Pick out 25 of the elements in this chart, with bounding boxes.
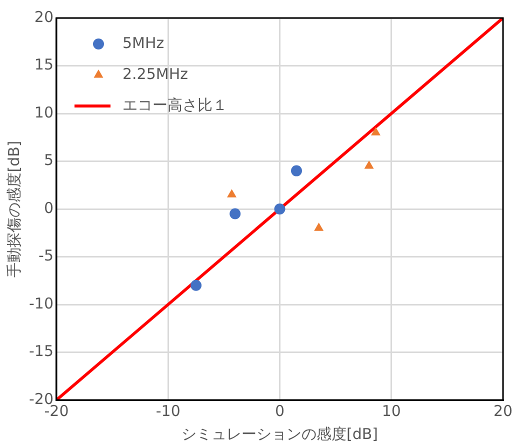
x-tick-label: -10: [156, 402, 180, 420]
y-tick-label: -15: [29, 342, 54, 360]
point: [314, 222, 324, 231]
point: [190, 280, 202, 291]
y-tick-label: -5: [38, 246, 54, 265]
x-tick-label: 0: [274, 402, 285, 420]
y-tick-label: 20: [34, 8, 54, 26]
legend-label: エコー高さ比１: [122, 96, 228, 114]
point: [274, 204, 286, 214]
y-axis-title: 手動探傷の感度[dB]: [4, 140, 23, 278]
y-tick-label: 5: [44, 151, 54, 170]
x-tick-label: 20: [493, 402, 513, 420]
legend-label: 2.25MHz: [122, 64, 188, 83]
y-tick-label: -10: [29, 294, 54, 312]
point: [364, 160, 374, 169]
y-tick-label: 15: [34, 56, 54, 74]
y-tick-label: 0: [44, 198, 54, 217]
point: [230, 208, 241, 220]
y-tick-label: 10: [34, 103, 54, 122]
x-tick-label: 10: [382, 402, 401, 420]
point: [370, 127, 381, 136]
point: [290, 165, 302, 176]
x-axis-title: シミュレーションの感度[dB]: [181, 424, 378, 443]
legend-label: 5MHz: [122, 34, 164, 52]
point: [226, 189, 237, 198]
